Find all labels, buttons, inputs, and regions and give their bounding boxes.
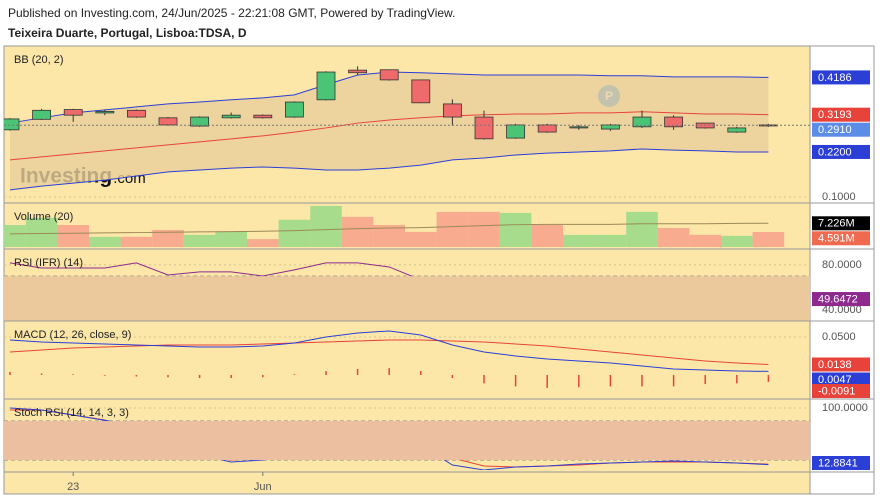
published-line: Published on Investing.com, 24/Jun/2025 … [8, 6, 455, 20]
volume-bar [341, 216, 374, 247]
value-label-box [812, 70, 870, 85]
candle-body [253, 114, 273, 119]
value-label-box [812, 231, 870, 246]
candle-body [127, 109, 146, 118]
candle-body [537, 124, 557, 133]
value-label: 4.591M [818, 233, 855, 245]
value-label: -0.0091 [818, 385, 855, 397]
band [4, 421, 810, 460]
value-label: 0.2200 [818, 146, 852, 158]
value-label: 0.3193 [818, 109, 852, 121]
band [4, 276, 810, 322]
value-label-box [812, 107, 870, 122]
value-label: 0.0138 [818, 359, 852, 371]
y-tick-label: 40.0000 [822, 304, 862, 316]
candle-body [632, 116, 652, 128]
volume-bar [594, 234, 627, 247]
volume-bar [626, 211, 658, 247]
value-label-box [812, 144, 870, 159]
volume-bar [373, 225, 405, 247]
volume-bar [436, 211, 469, 247]
volume-bar [247, 239, 279, 247]
volume-bar [152, 229, 184, 247]
panel-title: MACD (12, 26, close, 9) [14, 329, 131, 341]
volume-bar [310, 205, 342, 247]
series-line [9, 330, 769, 372]
candle-body [348, 69, 368, 74]
volume-bar [215, 231, 247, 247]
y-tick-label: 0.0500 [822, 331, 856, 343]
candle-body [284, 101, 304, 118]
candle-body [190, 116, 210, 127]
instrument-line: Teixeira Duarte, Portugal, Lisboa:TDSA, … [8, 26, 247, 40]
candle-body [474, 116, 494, 140]
candle-body [442, 103, 462, 118]
volume-bar [468, 211, 500, 247]
candle-body [379, 69, 399, 81]
candle-body [569, 126, 589, 129]
candle-body [95, 111, 115, 114]
value-label: 0.2910 [818, 124, 852, 136]
volume-bar [531, 225, 563, 247]
x-tick-label: Jun [254, 481, 272, 493]
volume-bar [721, 235, 753, 247]
panel [4, 330, 810, 388]
panel [4, 66, 810, 198]
value-label-box [812, 456, 870, 470]
panel-title: BB (20, 2) [14, 54, 64, 66]
volume-bar [57, 225, 89, 247]
candle-body [221, 114, 241, 119]
value-label-box [812, 384, 870, 398]
volume-bar [752, 231, 785, 247]
y-tick-label: 100.0000 [822, 402, 868, 414]
value-label: 7.226M [818, 218, 855, 230]
series-line [9, 222, 769, 235]
volume-bar [4, 225, 26, 247]
series-line [9, 339, 769, 365]
panel [4, 205, 785, 247]
band-fill [10, 72, 769, 190]
candle-body [63, 109, 83, 116]
value-label-box [812, 357, 870, 372]
candle-body [411, 79, 431, 104]
volume-bar [25, 217, 58, 247]
volume-bar [689, 234, 721, 247]
value-label: 0.0047 [818, 374, 852, 386]
value-label-box [812, 292, 870, 307]
candle-body [664, 116, 683, 128]
value-label-box [812, 216, 870, 231]
y-tick-label: 0.1000 [822, 191, 856, 203]
candle-body [4, 118, 20, 131]
panel-title: Stoch RSI (14, 14, 3, 3) [14, 407, 129, 419]
value-label: 12.8841 [818, 457, 858, 469]
volume-bar [183, 234, 216, 247]
candle-body [727, 127, 747, 133]
panel-title: RSI (IFR) (14) [14, 257, 83, 269]
candle-body [506, 124, 526, 139]
volume-bar [657, 227, 690, 247]
value-label: 49.6472 [818, 293, 858, 305]
value-label-box [812, 122, 870, 137]
panel-title: Volume (20) [14, 211, 73, 223]
volume-bar [563, 234, 595, 247]
volume-bar [89, 236, 121, 247]
series-line [9, 148, 769, 191]
volume-bar [405, 231, 437, 247]
candle-body [601, 124, 620, 130]
candle-body [316, 71, 336, 101]
value-label-box [812, 372, 870, 387]
volume-bar [499, 212, 532, 247]
value-label: 0.4186 [818, 72, 852, 84]
volume-bar [120, 236, 153, 247]
x-tick-label: 23 [67, 481, 79, 493]
volume-bar [278, 219, 311, 247]
candle-body [32, 109, 51, 120]
candle-body [158, 117, 178, 126]
y-tick-label: 80.0000 [822, 259, 862, 271]
